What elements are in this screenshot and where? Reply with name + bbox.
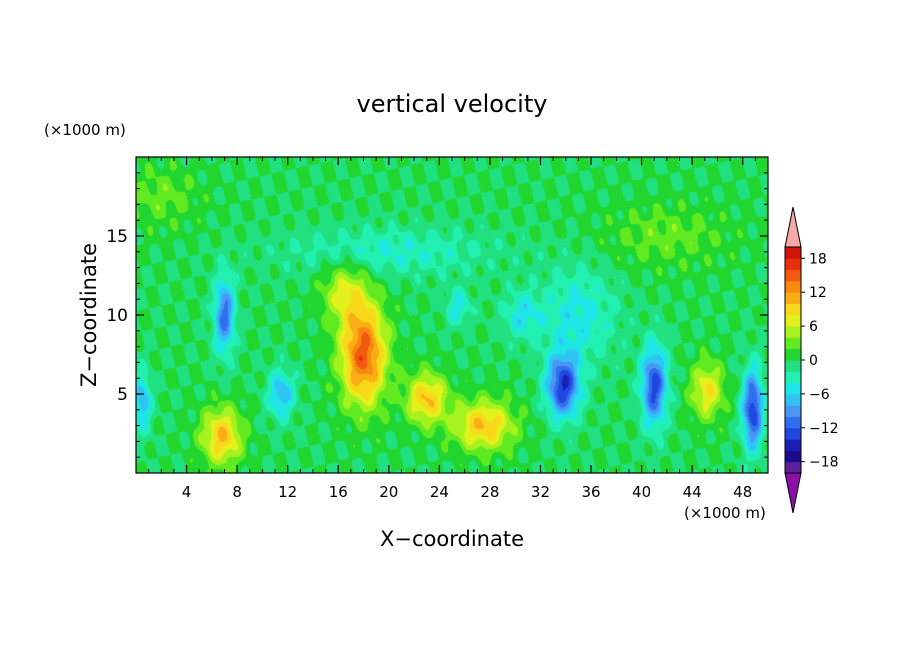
colorbar-tick-label: 0 xyxy=(809,353,818,369)
x-tick-label: 20 xyxy=(379,483,398,501)
y-tick-label: 10 xyxy=(106,306,128,326)
y-axis-label: Z−coordinate xyxy=(77,243,101,387)
colorbar-swatch xyxy=(785,280,801,293)
x-tick-label: 40 xyxy=(632,483,651,501)
colorbar-tick-label: 6 xyxy=(809,319,818,335)
y-tick-label: 15 xyxy=(106,227,128,247)
colorbar-over-arrow xyxy=(784,206,802,248)
colorbar-swatch xyxy=(785,348,801,361)
x-tick-label: 12 xyxy=(278,483,297,501)
colorbar-tick-label: −6 xyxy=(809,387,830,403)
colorbar-tick-label: 12 xyxy=(809,285,827,301)
colorbar-swatch xyxy=(785,269,801,282)
x-axis-label: X−coordinate xyxy=(380,527,524,551)
colorbar-swatch xyxy=(785,393,801,406)
colorbar-tick-label: −18 xyxy=(809,455,839,471)
x-axis-ticks: 4 8 12 16 20 24 28 32 36 40 44 48 xyxy=(148,157,756,501)
colorbar: 18 12 6 0 −6 −12 −18 xyxy=(784,206,839,514)
colorbar-swatch xyxy=(785,326,801,338)
x-tick-label: 24 xyxy=(430,483,449,501)
colorbar-tick-label: −12 xyxy=(809,421,839,437)
colorbar-tick-label: 18 xyxy=(809,251,827,267)
contour-plot-area xyxy=(135,156,769,474)
x-tick-label: 48 xyxy=(733,483,752,501)
colorbar-swatch xyxy=(785,314,801,327)
colorbar-swatch xyxy=(785,247,801,259)
x-tick-label: 4 xyxy=(182,483,192,501)
chart-title: vertical velocity xyxy=(357,90,548,118)
colorbar-swatch xyxy=(785,292,801,304)
x-unit-label: (×1000 m) xyxy=(684,504,766,522)
colorbar-swatch xyxy=(785,382,801,395)
colorbar-swatch xyxy=(785,405,801,417)
colorbar-swatch xyxy=(785,337,801,350)
x-tick-label: 36 xyxy=(581,483,600,501)
colorbar-swatch xyxy=(785,461,801,474)
colorbar-swatch xyxy=(785,360,801,372)
velocity-field xyxy=(136,157,768,473)
colorbar-under-arrow xyxy=(784,472,802,514)
x-tick-label: 16 xyxy=(329,483,348,501)
colorbar-swatch xyxy=(785,416,801,429)
y-unit-label: (×1000 m) xyxy=(44,121,126,139)
colorbar-swatch xyxy=(785,258,801,270)
x-tick-label: 44 xyxy=(683,483,702,501)
x-tick-label: 32 xyxy=(531,483,550,501)
x-tick-label: 8 xyxy=(232,483,242,501)
y-tick-label: 5 xyxy=(117,385,128,405)
y-axis-ticks: 5 10 15 xyxy=(106,172,768,458)
x-tick-label: 28 xyxy=(480,483,499,501)
colorbar-swatch xyxy=(785,371,801,383)
colorbar-swatch xyxy=(785,427,801,440)
colorbar-swatch xyxy=(785,450,801,463)
colorbar-swatch xyxy=(785,439,801,451)
colorbar-swatch xyxy=(785,303,801,316)
